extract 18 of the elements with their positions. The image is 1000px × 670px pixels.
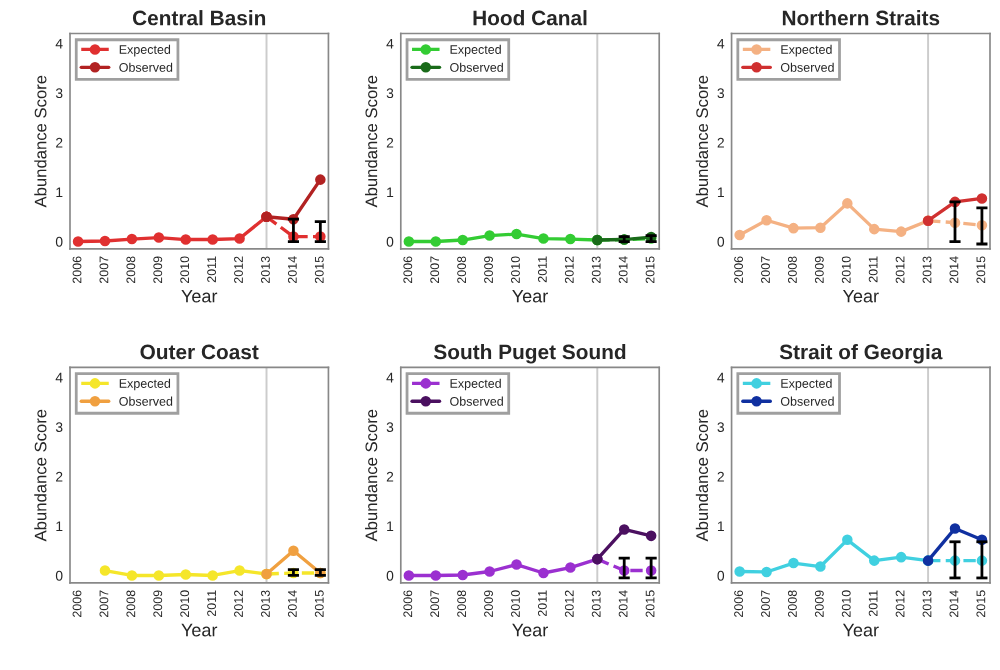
y-axis-title: Abundance Score: [34, 75, 47, 208]
x-axis-title: Year: [842, 289, 879, 303]
chart-title: Central Basin: [132, 10, 266, 26]
y-axis-title: Abundance Score: [695, 409, 709, 542]
chart-title: South Puget Sound: [433, 344, 626, 364]
chart-title: Strait of Georgia: [779, 344, 943, 364]
y-axis-title: Abundance Score: [34, 409, 47, 542]
x-axis-title: Year: [512, 623, 548, 637]
chart-title: Outer Coast: [140, 344, 259, 360]
y-axis-title: Abundance Score: [365, 75, 378, 208]
chart-title: Northern Straits: [782, 10, 940, 26]
y-axis-title: Abundance Score: [695, 75, 709, 208]
x-axis-title: Year: [842, 623, 879, 637]
x-axis-title: Year: [512, 289, 548, 303]
x-axis-title: Year: [181, 289, 218, 303]
y-axis-title: Abundance Score: [365, 409, 378, 542]
chart-title: Hood Canal: [473, 10, 587, 26]
x-axis-title: Year: [181, 623, 218, 637]
